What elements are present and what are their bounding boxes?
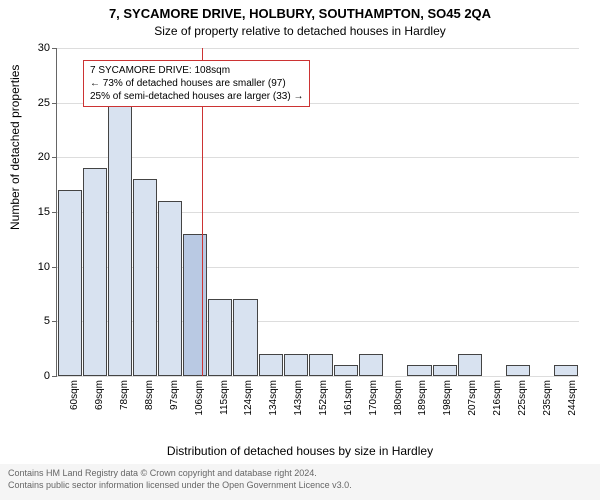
- x-tick-label: 189sqm: [417, 380, 428, 416]
- x-tick-label: 88sqm: [144, 380, 155, 410]
- x-tick-label: 244sqm: [567, 380, 578, 416]
- x-tick-label: 216sqm: [492, 380, 503, 416]
- y-axis-label: Number of detached properties: [8, 65, 22, 230]
- y-tick-mark: [52, 376, 56, 377]
- bar: [284, 354, 308, 376]
- footer-line-2: Contains public sector information licen…: [8, 480, 592, 492]
- x-tick-label: 143sqm: [293, 380, 304, 416]
- x-tick-label: 198sqm: [442, 380, 453, 416]
- bar: [133, 179, 157, 376]
- bar: [208, 299, 232, 376]
- bar: [506, 365, 530, 376]
- footer-line-1: Contains HM Land Registry data © Crown c…: [8, 468, 592, 480]
- y-tick-label: 0: [44, 370, 50, 382]
- x-tick-label: 97sqm: [169, 380, 180, 410]
- plot-region: 7 SYCAMORE DRIVE: 108sqm← 73% of detache…: [56, 48, 579, 377]
- y-tick-mark: [52, 212, 56, 213]
- y-tick-mark: [52, 103, 56, 104]
- bar: [359, 354, 383, 376]
- x-tick-label: 152sqm: [318, 380, 329, 416]
- annotation-line: ← 73% of detached houses are smaller (97…: [90, 77, 303, 90]
- bar: [309, 354, 333, 376]
- x-axis-label: Distribution of detached houses by size …: [0, 444, 600, 458]
- bar: [83, 168, 107, 376]
- bar: [58, 190, 82, 376]
- y-tick-label: 5: [44, 315, 50, 327]
- bar: [554, 365, 578, 376]
- x-tick-label: 60sqm: [69, 380, 80, 410]
- x-tick-label: 235sqm: [542, 380, 553, 416]
- annotation-line: 7 SYCAMORE DRIVE: 108sqm: [90, 64, 303, 77]
- bar: [458, 354, 482, 376]
- x-tick-label: 180sqm: [393, 380, 404, 416]
- x-tick-label: 115sqm: [219, 380, 230, 415]
- x-tick-label: 161sqm: [343, 380, 354, 416]
- chart-subtitle: Size of property relative to detached ho…: [0, 24, 600, 38]
- x-tick-label: 78sqm: [119, 380, 130, 410]
- bar: [433, 365, 457, 376]
- bar: [334, 365, 358, 376]
- x-tick-label: 69sqm: [94, 380, 105, 410]
- x-tick-label: 106sqm: [194, 380, 205, 416]
- x-tick-label: 207sqm: [467, 380, 478, 416]
- y-tick-mark: [52, 321, 56, 322]
- x-tick-label: 134sqm: [268, 380, 279, 416]
- gridline: [57, 376, 579, 377]
- bar: [183, 234, 207, 376]
- y-tick-label: 15: [38, 206, 50, 218]
- y-tick-mark: [52, 157, 56, 158]
- page-title: 7, SYCAMORE DRIVE, HOLBURY, SOUTHAMPTON,…: [0, 6, 600, 21]
- x-tick-label: 170sqm: [368, 380, 379, 416]
- chart-area: 7 SYCAMORE DRIVE: 108sqm← 73% of detache…: [56, 48, 578, 376]
- y-tick-label: 25: [38, 97, 50, 109]
- annotation-box: 7 SYCAMORE DRIVE: 108sqm← 73% of detache…: [83, 60, 310, 107]
- y-tick-label: 20: [38, 151, 50, 163]
- footer: Contains HM Land Registry data © Crown c…: [0, 464, 600, 500]
- y-tick-mark: [52, 48, 56, 49]
- bar: [158, 201, 182, 376]
- x-tick-label: 124sqm: [243, 380, 254, 416]
- y-tick-label: 30: [38, 42, 50, 54]
- y-tick-label: 10: [38, 261, 50, 273]
- bar: [108, 103, 132, 376]
- bar: [233, 299, 257, 376]
- y-tick-mark: [52, 267, 56, 268]
- bar: [407, 365, 431, 376]
- bar: [259, 354, 283, 376]
- annotation-line: 25% of semi-detached houses are larger (…: [90, 90, 303, 103]
- x-tick-label: 225sqm: [517, 380, 528, 416]
